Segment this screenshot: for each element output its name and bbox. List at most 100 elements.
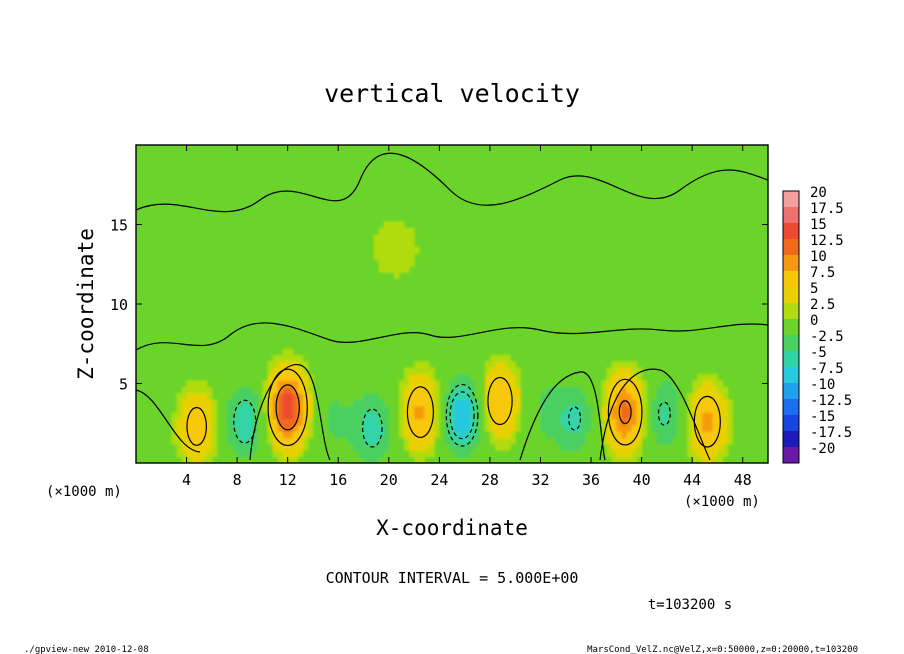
field-cell [444, 386, 451, 394]
field-cell [287, 393, 294, 400]
field-cell [282, 399, 289, 407]
contour-line [406, 386, 434, 439]
field-cell [393, 221, 400, 229]
field-cell [505, 424, 511, 432]
field-cell [277, 361, 284, 369]
field-cell [348, 418, 355, 426]
field-cell [510, 399, 516, 407]
field-cell [676, 399, 683, 407]
field-cell [555, 424, 562, 432]
field-cell [444, 431, 451, 439]
field-cell [621, 443, 628, 451]
field-cell [631, 361, 638, 369]
field-cell [631, 418, 638, 426]
field-cell [601, 405, 607, 413]
field-cell [388, 240, 395, 248]
field-cell [606, 424, 612, 432]
field-cell [722, 412, 729, 420]
field-cell [373, 437, 380, 445]
field-cell [424, 437, 430, 445]
field-cell [535, 437, 542, 445]
field-cell [201, 418, 208, 426]
field-cell [449, 437, 456, 445]
field-cell [692, 399, 698, 407]
field-cell [570, 386, 577, 394]
field-cell [505, 361, 511, 369]
field-cell [616, 386, 622, 394]
field-cell [277, 443, 284, 451]
field-cell [388, 227, 395, 235]
field-cell [247, 424, 253, 432]
field-cell [545, 437, 552, 445]
field-cell [510, 386, 516, 394]
field-cell [353, 443, 360, 451]
field-cell [353, 450, 360, 458]
field-cell [666, 386, 673, 394]
field-cell [560, 443, 567, 451]
field-cell [702, 418, 708, 426]
field-cell [621, 367, 628, 375]
field-cell [171, 418, 178, 426]
field-cell [287, 367, 294, 375]
field-cell [656, 399, 663, 407]
field-cell [626, 386, 633, 394]
field-cell [277, 367, 284, 375]
field-cell [419, 431, 425, 439]
field-cell [252, 380, 258, 388]
colorbar-label: 10 [810, 249, 827, 265]
field-cell [494, 380, 501, 388]
field-cell [403, 386, 410, 394]
field-cell [727, 405, 734, 413]
field-cell [500, 380, 506, 388]
field-cell [302, 443, 309, 451]
field-cell [348, 431, 355, 439]
field-cell [469, 418, 476, 426]
field-cell [191, 418, 198, 426]
field-cell [631, 373, 638, 381]
field-cell [338, 443, 344, 451]
field-cell [606, 367, 612, 375]
field-cell [388, 418, 395, 426]
field-cell [368, 412, 375, 420]
field-cell [575, 386, 582, 394]
field-cell [641, 380, 648, 388]
field-cell [419, 424, 425, 432]
field-cell [403, 437, 410, 445]
field-cell [348, 393, 355, 400]
field-cell [621, 380, 628, 388]
field-cell [363, 424, 370, 432]
field-cell [419, 361, 425, 369]
field-cell [570, 399, 577, 407]
field-cell [424, 443, 430, 451]
field-cell [398, 386, 405, 394]
field-cell [616, 399, 622, 407]
colorbar-swatch [783, 431, 799, 448]
field-cell [378, 450, 385, 458]
colorbar-swatch [783, 319, 799, 336]
contour-interval-text: CONTOUR INTERVAL = 5.000E+00 [326, 569, 579, 587]
field-cell [636, 412, 643, 420]
field-cell [454, 399, 461, 407]
field-cell [585, 412, 592, 420]
field-cell [237, 431, 243, 439]
x-tick-label: 36 [582, 471, 600, 489]
field-cell [242, 456, 248, 463]
field-cell [201, 386, 208, 394]
field-cell [287, 405, 294, 413]
field-cell [469, 443, 476, 451]
field-cell [338, 418, 344, 426]
field-cell [585, 437, 592, 445]
field-cell [398, 393, 405, 400]
field-cell [383, 227, 390, 235]
field-cell [287, 450, 294, 458]
y-tick-label: 5 [119, 376, 128, 394]
field-cell [676, 418, 683, 426]
field-cell [267, 367, 274, 375]
field-cell [176, 443, 183, 451]
field-cell [469, 412, 476, 420]
field-cell [171, 437, 178, 445]
field-cell [671, 412, 678, 420]
field-cell [196, 399, 203, 407]
field-cell [494, 386, 501, 394]
field-cell [565, 373, 572, 381]
